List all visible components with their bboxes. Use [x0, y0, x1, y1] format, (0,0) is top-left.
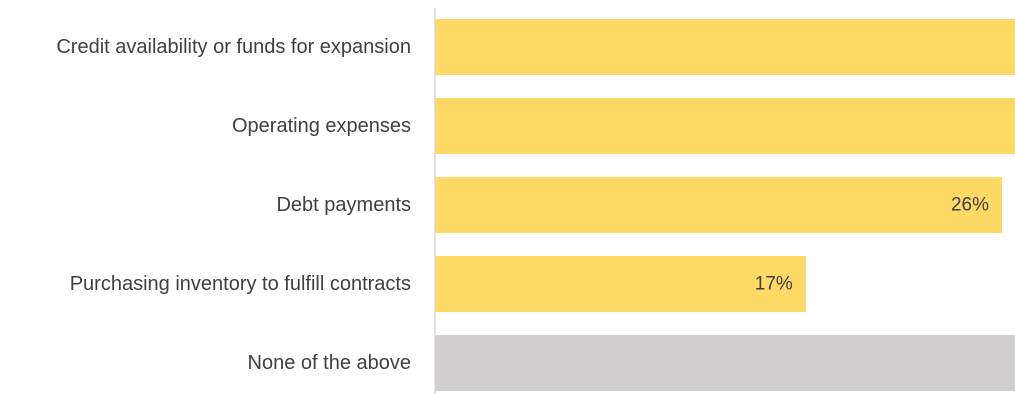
- bar-3: [435, 177, 1002, 233]
- category-label-3: Debt payments: [276, 194, 411, 216]
- bar-5: [435, 335, 1015, 391]
- category-labels: Credit availability or funds for expansi…: [56, 36, 411, 374]
- value-labels: 44%36%26%17%41%: [755, 195, 989, 295]
- value-label-3: 26%: [951, 195, 989, 216]
- category-label-1: Credit availability or funds for expansi…: [56, 36, 411, 58]
- category-label-5: None of the above: [248, 352, 411, 374]
- value-label-4: 17%: [755, 274, 793, 295]
- category-label-4: Purchasing inventory to fulfill contract…: [70, 273, 411, 295]
- bars-layer: [435, 19, 1015, 391]
- category-label-2: Operating expenses: [232, 115, 411, 137]
- bar-1: [435, 19, 1015, 75]
- bar-2: [435, 98, 1015, 154]
- bar-4: [435, 256, 806, 312]
